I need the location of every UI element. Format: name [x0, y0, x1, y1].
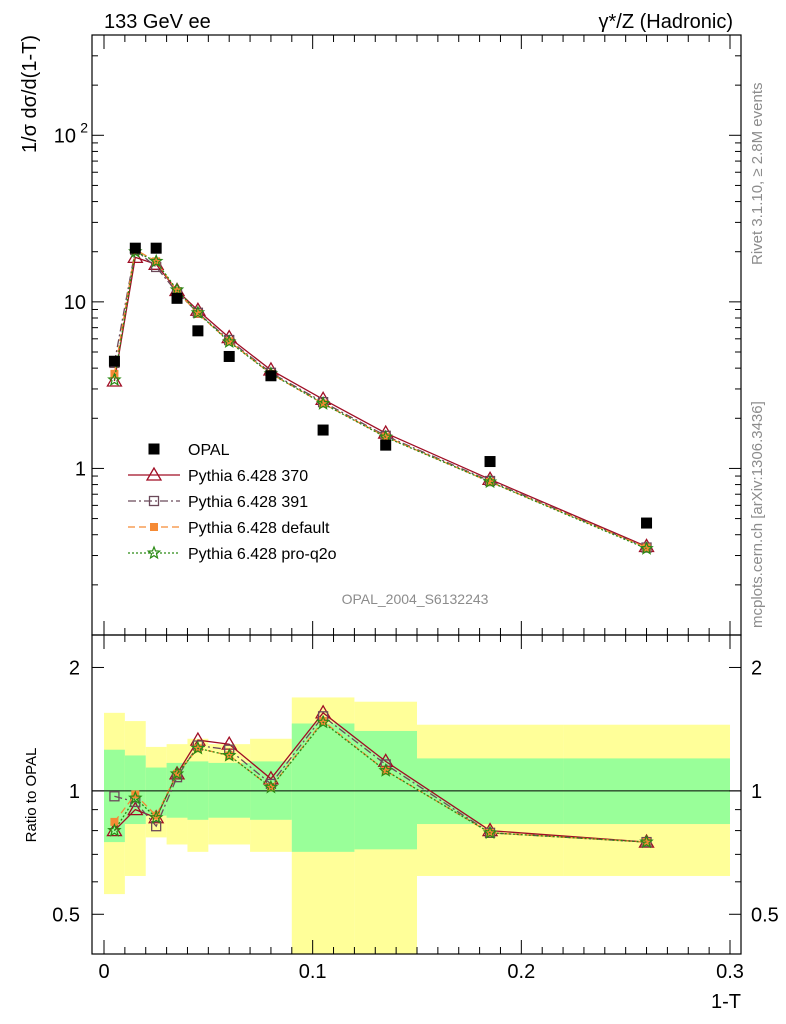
mcplots-label: mcplots.cern.ch [arXiv:1306.3436]	[749, 401, 766, 628]
ratio-point-pdefault	[110, 817, 119, 826]
main-point-data	[129, 242, 141, 254]
main-point-data	[192, 325, 204, 337]
ratio-ytick-label-right: 0.5	[751, 904, 779, 926]
ratio-series-pq2o	[107, 714, 654, 849]
main-ylabel: 1/σ dσ/d(1-T)	[19, 35, 41, 153]
main-point-pdefault	[486, 477, 495, 486]
watermark: OPAL_2004_S6132243	[342, 591, 489, 607]
main-ytick-label: 1	[75, 458, 86, 480]
legend-marker	[146, 545, 162, 560]
xtick-label: 0.1	[299, 961, 327, 983]
ratio-ytick-label-right: 1	[751, 781, 762, 803]
legend-label: Pythia 6.428 default	[188, 520, 330, 537]
main-point-pdefault	[642, 543, 651, 552]
legend-label: Pythia 6.428 370	[188, 468, 308, 485]
main-point-data	[317, 424, 329, 436]
ratio-ytick-label-left: 1	[69, 781, 80, 803]
ratio-frame	[91, 634, 742, 955]
main-point-pq2o	[482, 474, 498, 489]
xtick-label: 0.2	[507, 961, 535, 983]
ratio-point-pq2o	[128, 790, 143, 805]
legend-label: Pythia 6.428 pro-q2o	[188, 546, 337, 563]
main-point-data	[150, 242, 162, 254]
main-line-pq2o	[113, 250, 647, 550]
legend-marker	[148, 495, 160, 507]
ratio-point-pdefault	[152, 811, 161, 820]
ratio-point-p370	[106, 822, 123, 837]
main-point-data	[223, 350, 235, 362]
ratio-point-pq2o	[148, 810, 164, 824]
header-left: 133 GeV ee	[104, 11, 211, 33]
legend-label: OPAL	[188, 442, 230, 459]
legend-item-p370: Pythia 6.428 370	[128, 466, 308, 485]
main-point-pq2o	[221, 334, 237, 349]
main-series-data	[108, 242, 653, 529]
ratio-point-p391	[151, 821, 162, 832]
ratio-point-pq2o	[378, 763, 393, 777]
ratio-point-pq2o	[482, 825, 498, 840]
ratio-point-pq2o	[315, 714, 331, 729]
main-ytick-label: 10	[64, 292, 86, 314]
ratio-point-pdefault	[319, 717, 328, 726]
ratio-ylabel: Ratio to OPAL	[23, 748, 40, 843]
legend-label: Pythia 6.428 391	[188, 494, 308, 511]
ratio-line-p370	[113, 711, 647, 843]
ratio-point-pq2o	[221, 747, 237, 762]
legend-marker	[148, 443, 160, 455]
main-point-data	[380, 439, 392, 451]
main-point-data	[171, 292, 183, 304]
ratio-band-inner	[124, 755, 146, 825]
ratio-point-pq2o	[263, 779, 279, 794]
legend-item-pdefault: Pythia 6.428 default	[128, 520, 330, 537]
main-point-pq2o	[148, 253, 164, 268]
xtick-label: 0	[98, 961, 109, 983]
ratio-point-pq2o	[169, 766, 185, 781]
ratio-point-pdefault	[642, 838, 651, 847]
main-point-pq2o	[169, 282, 185, 297]
main-point-pdefault	[319, 399, 328, 408]
main-point-data	[484, 456, 496, 468]
main-point-data	[108, 355, 120, 367]
main-point-data	[641, 517, 653, 529]
main-point-pdefault	[173, 287, 182, 296]
ratio-ytick-label-left: 0.5	[52, 904, 80, 926]
ratio-band-inner	[104, 749, 125, 843]
legend-marker	[150, 523, 158, 531]
ratio-band-inner	[145, 767, 167, 816]
xlabel: 1-T	[711, 991, 741, 1013]
ratio-band-inner	[354, 730, 417, 850]
legend-item-pq2o: Pythia 6.428 pro-q2o	[128, 545, 337, 563]
main-point-pdefault	[193, 309, 202, 318]
main-point-pq2o	[107, 372, 122, 387]
ratio-ytick-label-left: 2	[69, 657, 80, 679]
main-point-pq2o	[190, 305, 206, 319]
xtick-label: 0.3	[716, 961, 744, 983]
ratio-point-pdefault	[131, 790, 140, 799]
ratio-point-pdefault	[381, 766, 390, 775]
main-point-pq2o	[639, 540, 654, 555]
main-ytick-exponent: 2	[80, 119, 88, 135]
legend-marker	[145, 466, 163, 481]
ratio-point-pq2o	[190, 740, 206, 755]
main-point-data	[265, 370, 277, 382]
ratio-line-pq2o	[113, 721, 647, 843]
main-point-pq2o	[315, 395, 331, 410]
legend-item-data: OPAL	[148, 442, 230, 459]
main-ytick-label: 10	[54, 125, 76, 147]
ratio-point-pdefault	[173, 769, 182, 778]
legend-item-p391: Pythia 6.428 391	[128, 494, 308, 511]
rivet-label: Rivet 3.1.10, ≥ 2.8M events	[749, 83, 766, 266]
header-right: γ*/Z (Hadronic)	[599, 11, 733, 33]
ratio-point-p391	[109, 791, 120, 802]
ratio-point-p370	[127, 801, 144, 816]
ratio-band-inner	[208, 762, 251, 818]
ratio-band-inner	[291, 723, 355, 852]
ratio-point-pq2o	[107, 822, 122, 837]
ratio-point-pq2o	[639, 834, 654, 849]
ratio-ytick-label-right: 2	[751, 657, 762, 679]
legend: OPAL Pythia 6.428 370 Pythia 6.428 391 Pyth…	[128, 442, 337, 563]
